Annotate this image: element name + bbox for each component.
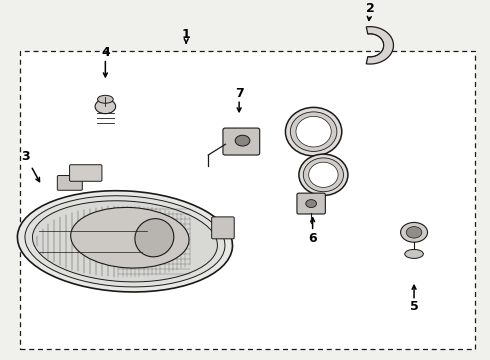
Ellipse shape (235, 135, 250, 146)
Ellipse shape (296, 116, 331, 147)
Bar (20, 51, 475, 349)
Ellipse shape (95, 99, 116, 114)
Text: 5: 5 (410, 300, 418, 313)
Text: 6: 6 (308, 232, 317, 245)
Ellipse shape (135, 219, 174, 257)
Ellipse shape (32, 201, 218, 282)
Text: 4: 4 (101, 46, 110, 59)
Ellipse shape (309, 162, 338, 188)
Ellipse shape (17, 191, 233, 292)
Ellipse shape (400, 222, 427, 242)
Ellipse shape (285, 107, 342, 156)
Text: 1: 1 (182, 28, 191, 41)
Text: 2: 2 (366, 2, 374, 15)
Polygon shape (366, 27, 393, 64)
Ellipse shape (290, 112, 337, 152)
Ellipse shape (405, 249, 423, 258)
Ellipse shape (306, 199, 317, 207)
Ellipse shape (25, 196, 225, 287)
FancyBboxPatch shape (57, 176, 82, 190)
FancyBboxPatch shape (223, 128, 260, 155)
Ellipse shape (299, 154, 348, 195)
Text: 3: 3 (21, 150, 30, 163)
FancyBboxPatch shape (297, 193, 325, 214)
Ellipse shape (98, 95, 113, 103)
Ellipse shape (303, 158, 343, 192)
Ellipse shape (71, 207, 189, 268)
FancyBboxPatch shape (70, 165, 102, 181)
FancyBboxPatch shape (212, 217, 234, 239)
Ellipse shape (406, 226, 422, 238)
Text: 7: 7 (235, 87, 244, 100)
